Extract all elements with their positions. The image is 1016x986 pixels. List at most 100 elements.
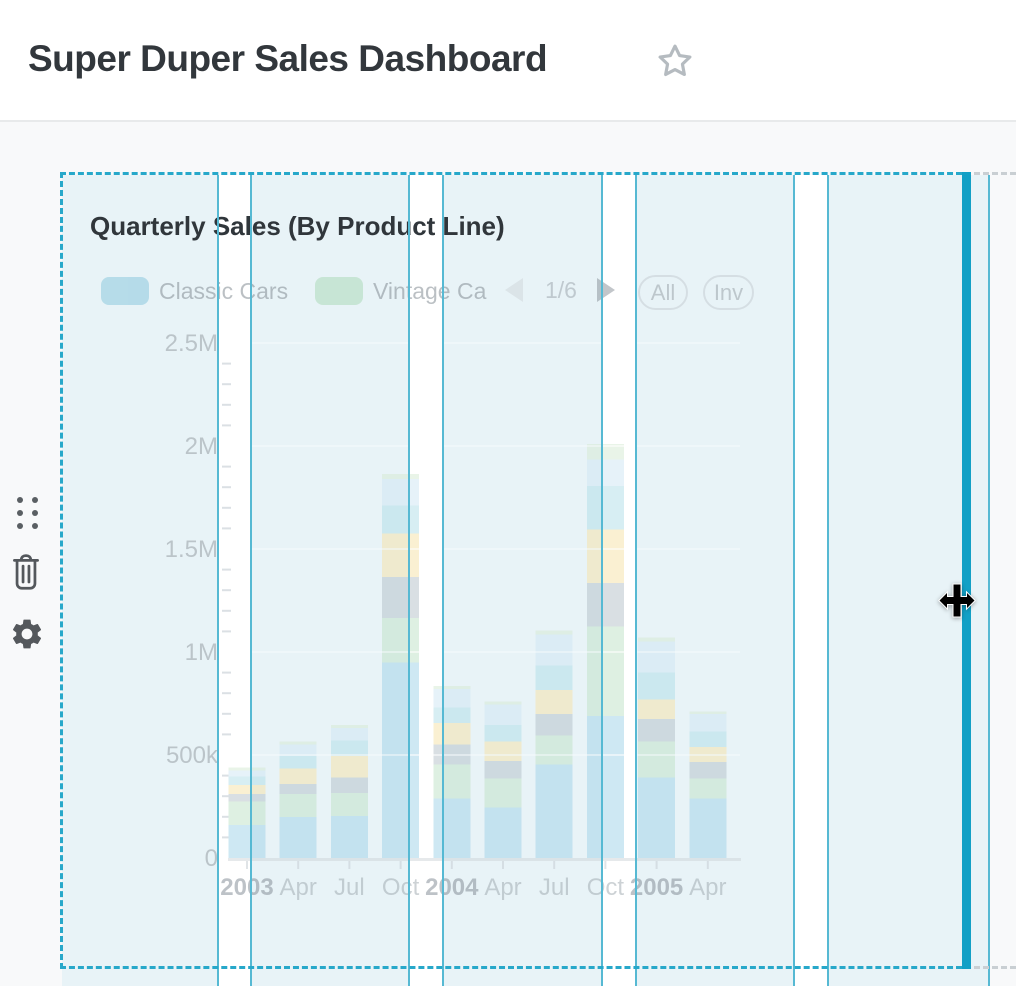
bar-segment[interactable]	[382, 618, 420, 663]
x-axis-label: Oct	[587, 874, 625, 901]
bar-segment[interactable]	[638, 641, 676, 673]
bar-segment[interactable]	[228, 767, 266, 771]
y-axis-label: 1M	[185, 639, 218, 666]
bar-segment[interactable]	[535, 634, 573, 666]
drag-handle-icon[interactable]	[17, 497, 38, 529]
bar-segment[interactable]	[279, 756, 317, 769]
x-axis-label: Jul	[539, 874, 570, 901]
bar-segment[interactable]	[330, 793, 368, 816]
x-axis-label: Apr	[689, 874, 726, 901]
bar-segment[interactable]	[638, 718, 676, 742]
bar-segment[interactable]	[382, 533, 420, 577]
card-body-faded: Classic Cars Vintage Ca 1/6 All Inv 0 500…	[62, 175, 964, 970]
bar-segment[interactable]	[484, 778, 522, 808]
bar-segment[interactable]	[433, 723, 471, 745]
bar-segment[interactable]	[433, 685, 471, 690]
bar-segment[interactable]	[228, 776, 266, 785]
bar-segment[interactable]	[638, 777, 676, 858]
bar-segment[interactable]	[638, 741, 676, 778]
bar-segment[interactable]	[382, 576, 420, 619]
bar-segment[interactable]	[535, 690, 573, 714]
bar-segment[interactable]	[586, 486, 624, 530]
bar-segment[interactable]	[279, 783, 317, 795]
bar-segment[interactable]	[228, 794, 266, 802]
bar-segment[interactable]	[484, 704, 522, 726]
bar-segment[interactable]	[228, 784, 266, 795]
y-axis-label: 2.5M	[165, 330, 218, 357]
bar-segment[interactable]	[638, 672, 676, 700]
bar-segment[interactable]	[689, 731, 727, 747]
bar-segment[interactable]	[382, 478, 420, 506]
bar-segment[interactable]	[689, 778, 727, 799]
bar-segment[interactable]	[535, 630, 573, 635]
bar-segment[interactable]	[689, 798, 727, 858]
y-axis-label: 2M	[185, 433, 218, 460]
bar-segment[interactable]	[484, 807, 522, 858]
bar-segment[interactable]	[586, 626, 624, 716]
bar-segment[interactable]	[586, 715, 624, 858]
bar-segment[interactable]	[535, 665, 573, 691]
bar-segment[interactable]	[330, 756, 368, 778]
grid-column	[444, 175, 603, 986]
bar-segment[interactable]	[535, 713, 573, 736]
original-extent-dash-bottom	[974, 966, 1016, 969]
legend-prev-page-icon[interactable]	[505, 278, 523, 302]
bar-segment[interactable]	[228, 825, 266, 858]
bar-segment[interactable]	[689, 762, 727, 779]
bar-segment[interactable]	[279, 741, 317, 745]
bar-segment[interactable]	[382, 473, 420, 479]
gear-icon[interactable]	[9, 616, 45, 652]
bar-segment[interactable]	[689, 711, 727, 714]
x-axis-label: 2003	[220, 874, 273, 901]
x-axis-label: Apr	[484, 874, 521, 901]
bar-segment[interactable]	[279, 744, 317, 757]
bar-segment[interactable]	[535, 735, 573, 765]
legend-next-page-icon[interactable]	[597, 278, 615, 302]
bar-segment[interactable]	[484, 725, 522, 742]
bar-segment[interactable]	[279, 768, 317, 784]
dashboard-title[interactable]: Super Duper Sales Dashboard	[28, 38, 548, 79]
bar-segment[interactable]	[228, 801, 266, 826]
trash-icon[interactable]	[11, 553, 41, 593]
dashboard-card[interactable]: Quarterly Sales (By Product Line) Classi…	[62, 175, 964, 970]
bar-segment[interactable]	[535, 764, 573, 858]
legend-page-indicator: 1/6	[545, 277, 577, 303]
legend-swatch-vintage-cars[interactable]	[315, 277, 363, 305]
bar-segment[interactable]	[484, 761, 522, 779]
bar-segment[interactable]	[433, 798, 471, 858]
bar-segment[interactable]	[689, 746, 727, 763]
bar-segment[interactable]	[330, 725, 368, 729]
bar-segment[interactable]	[586, 529, 624, 583]
bar-segment[interactable]	[330, 728, 368, 741]
bar-segment[interactable]	[586, 443, 624, 460]
legend-label-classic-cars[interactable]: Classic Cars	[159, 278, 289, 304]
bar-segment[interactable]	[433, 707, 471, 724]
bar-segment[interactable]	[586, 459, 624, 487]
bar-segment[interactable]	[586, 582, 624, 627]
legend-swatch-classic-cars[interactable]	[101, 277, 149, 305]
bar-segment[interactable]	[433, 764, 471, 799]
bar-segment[interactable]	[638, 637, 676, 642]
legend-invert-button[interactable]: Inv	[703, 275, 754, 310]
bar-segment[interactable]	[228, 770, 266, 777]
bar-segment[interactable]	[330, 815, 368, 858]
bar-segment[interactable]	[382, 505, 420, 534]
y-axis-label: 1.5M	[165, 536, 218, 563]
bar-segment[interactable]	[484, 741, 522, 762]
bar-segment[interactable]	[279, 794, 317, 817]
card-title: Quarterly Sales (By Product Line)	[90, 211, 505, 241]
bar-segment[interactable]	[638, 699, 676, 719]
y-axis-label: 0	[205, 845, 218, 872]
legend-select-all-button[interactable]: All	[638, 275, 688, 310]
bar-segment[interactable]	[433, 689, 471, 708]
bar-segment[interactable]	[330, 740, 368, 757]
bar-segment[interactable]	[689, 713, 727, 732]
legend-label-vintage-cars[interactable]: Vintage Ca	[373, 278, 487, 304]
bar-segment[interactable]	[330, 777, 368, 794]
card-resize-edge[interactable]	[962, 172, 971, 969]
favorite-star-icon[interactable]	[656, 42, 694, 80]
bar-segment[interactable]	[484, 701, 522, 705]
bar-segment[interactable]	[382, 662, 420, 858]
bar-segment[interactable]	[279, 816, 317, 858]
